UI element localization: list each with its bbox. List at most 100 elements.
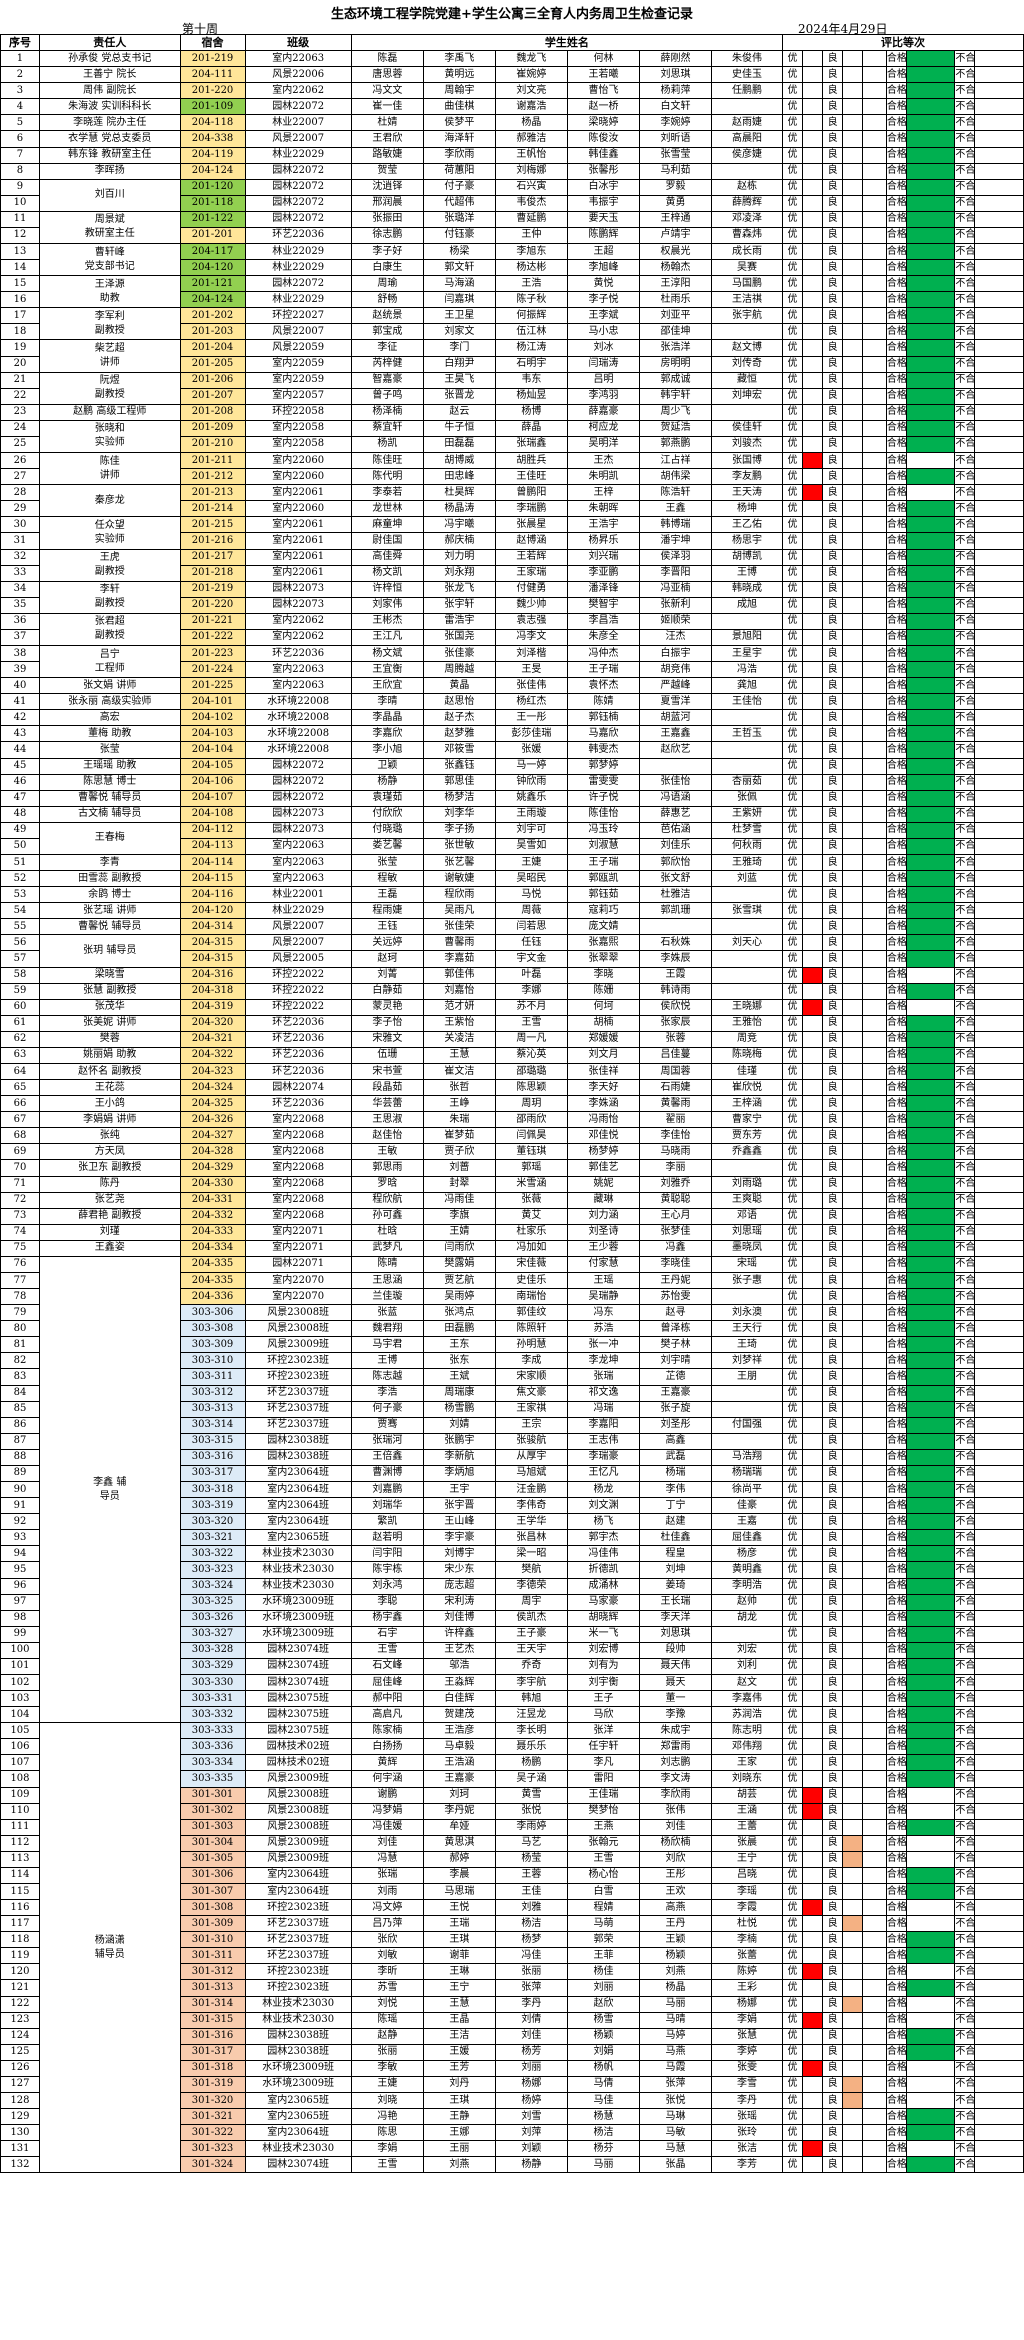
student-name: 李嘉伟 [711,1690,783,1708]
dorm-number: 201-221 [179,612,246,630]
class-name: 园林23075班 [244,1722,352,1740]
rating-spacer [862,1561,887,1579]
student-name: 崔欣悦 [711,1079,783,1097]
student-name: 冯鑫 [638,1239,713,1257]
rating-excellent-label: 优 [781,1030,804,1048]
dorm-number: 204-333 [179,1223,246,1241]
rating-good-mark [842,1561,864,1579]
rating-excellent-label: 优 [781,114,804,132]
responsible-person: 张美妮 讲师 [38,1014,181,1032]
row-seq: 97 [0,1593,40,1611]
rating-excellent-label: 优 [781,339,804,357]
rating-pass-label: 合格 [885,1127,907,1145]
rating-pass-label: 合格 [885,1577,907,1595]
rating-spacer [862,596,887,614]
rating-pass-mark [905,210,956,228]
rating-good-label: 良 [822,1416,844,1434]
row-seq: 30 [0,516,40,534]
rating-excellent-label: 优 [781,1400,804,1418]
student-name: 闫佩昊 [494,1127,568,1145]
rating-fail-mark [974,1239,1024,1257]
student-name: 赵欣 [566,1995,641,2013]
student-name: 杨飞 [566,1513,641,1531]
rating-excellent-label: 优 [781,886,804,904]
student-name: 赵统景 [350,307,424,325]
student-name: 王菲 [566,1947,641,1965]
dorm-number: 204-111 [179,66,246,84]
student-name: 严越峰 [638,677,713,695]
student-name: 贺建茂 [422,1706,496,1724]
student-name: 张振田 [350,210,424,228]
rating-fail-mark [974,323,1024,341]
rating-fail-mark [974,1995,1024,2013]
responsible-line: 王泽源 [94,278,125,290]
rating-good-mark [842,1481,864,1499]
student-name: 王帆怡 [494,146,568,164]
student-name: 米雪涵 [494,1175,568,1193]
rating-fail-mark [974,1899,1024,1917]
class-name: 室内22057 [244,387,352,405]
rating-excellent-mark [801,532,824,550]
rating-spacer [862,1272,887,1290]
student-name: 吴瑞静 [566,1288,641,1306]
rating-excellent-mark [801,403,824,421]
rating-fail-label: 不合格 [954,1882,976,1901]
student-name: 王浩彦 [422,1722,496,1740]
responsible-person: 王小鸽 [38,1095,181,1113]
rating-fail-mark [974,1738,1024,1756]
student-name: 杨帆 [566,2059,641,2077]
rating-spacer [862,612,887,630]
student-name: 刘佳 [638,1818,713,1836]
table-row: 6 衣学慧 党总支委员 204-338 风景22007 王君欣 海泽轩 郝雅洁 陈俊汝 刘昕语高… [0,130,1024,148]
responsible-line: 张文娟 讲师 [83,679,137,691]
responsible-line: 王善宁 院长 [83,68,137,80]
responsible-line: 姚丽娟 助教 [83,1049,137,1061]
rating-fail-label: 不合格 [954,709,976,727]
student-name: 闫瑞涛 [566,355,641,373]
rating-excellent-label: 优 [781,146,804,164]
rating-pass-label: 合格 [885,1497,907,1515]
rating-pass-mark [905,500,956,518]
student-name: 黄悦 [566,275,641,293]
rating-pass-mark [905,98,956,116]
student-name: 孙明慧 [494,1336,568,1354]
rating-good-label: 良 [822,918,844,936]
student-name: 张媛 [494,741,568,759]
row-seq: 13 [0,243,40,261]
dorm-number: 204-104 [179,741,246,759]
rating-pass-label: 合格 [885,387,907,405]
student-name: 刘有为 [566,1657,641,1675]
rating-excellent-label: 优 [781,1143,804,1161]
rating-pass-label: 合格 [885,596,907,614]
rating-fail-label: 不合格 [954,1834,976,1852]
header-rating: 评比等次 [781,33,1024,52]
class-name: 水环境22008 [244,709,352,727]
row-seq: 18 [0,323,40,341]
rating-pass-label: 合格 [885,1754,907,1772]
responsible-line: 陈佳 [99,455,120,467]
row-seq: 84 [0,1384,40,1402]
row-seq: 4 [0,98,40,116]
row-seq: 124 [0,2027,40,2045]
rating-good-label: 良 [822,2027,844,2045]
student-name: 张瑶 [711,2108,783,2126]
rating-pass-mark [905,1272,956,1290]
student-name: 宋利涛 [422,1593,496,1611]
rating-pass-mark [905,2108,956,2126]
rating-pass-mark [905,2043,956,2061]
rating-excellent-label: 优 [781,1255,804,1274]
student-name: 郭钰茹 [566,886,641,904]
rating-excellent-mark [801,1046,824,1065]
rating-excellent-label: 优 [781,1352,804,1370]
rating-excellent-label: 优 [781,1416,804,1434]
student-name: 刘倩 [494,2011,568,2029]
rating-good-label: 良 [822,661,844,679]
class-name: 林业22029 [244,291,352,309]
student-name: 芷德 [638,1368,713,1386]
class-name: 风景22007 [244,934,352,952]
rating-pass-mark [905,757,956,775]
student-name: 张瑞河 [350,1432,424,1450]
rating-good-mark [842,1802,864,1820]
student-name: 赵佳怡 [350,1127,424,1145]
